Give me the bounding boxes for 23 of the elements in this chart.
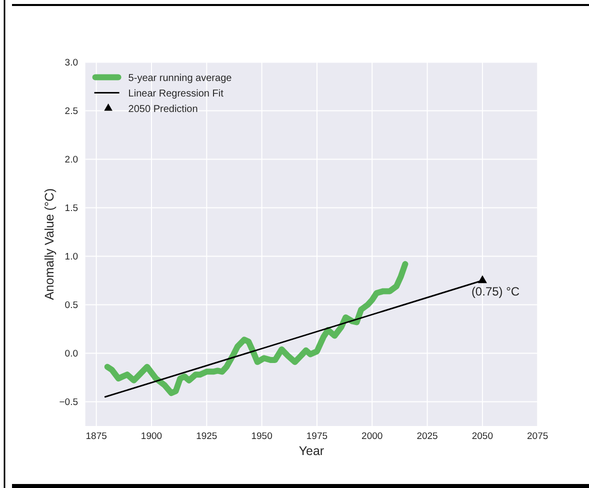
y-tick-label: 3.0 bbox=[64, 58, 78, 69]
x-tick-label: 1950 bbox=[251, 431, 272, 442]
y-tick-label: −0.5 bbox=[59, 397, 78, 408]
x-tick-label: 2075 bbox=[527, 431, 548, 442]
x-tick-label: 1925 bbox=[196, 431, 218, 442]
legend-label: 5-year running average bbox=[128, 72, 232, 84]
x-tick-label: 1900 bbox=[140, 431, 162, 442]
x-tick-label: 2025 bbox=[416, 431, 438, 442]
y-tick-label: 1.0 bbox=[64, 252, 78, 263]
legend-label: 2050 Prediction bbox=[128, 104, 198, 115]
x-tick-label: 2050 bbox=[472, 431, 494, 442]
x-tick-label: 1975 bbox=[306, 431, 328, 442]
y-tick-label: 0.5 bbox=[64, 300, 78, 312]
y-tick-label: 1.5 bbox=[64, 203, 78, 214]
y-tick-label: 2.0 bbox=[64, 154, 78, 166]
x-tick-label: 2000 bbox=[362, 431, 383, 442]
x-axis-title: Year bbox=[298, 444, 324, 458]
x-tick-label: 1875 bbox=[86, 431, 107, 442]
legend-label: Linear Regression Fit bbox=[128, 88, 224, 100]
y-axis-title: Anomally Value (°C) bbox=[42, 188, 56, 300]
y-tick-label: 2.5 bbox=[64, 106, 78, 118]
y-tick-label: 0.0 bbox=[64, 348, 78, 360]
annotation: (0.75) °C bbox=[471, 284, 520, 299]
